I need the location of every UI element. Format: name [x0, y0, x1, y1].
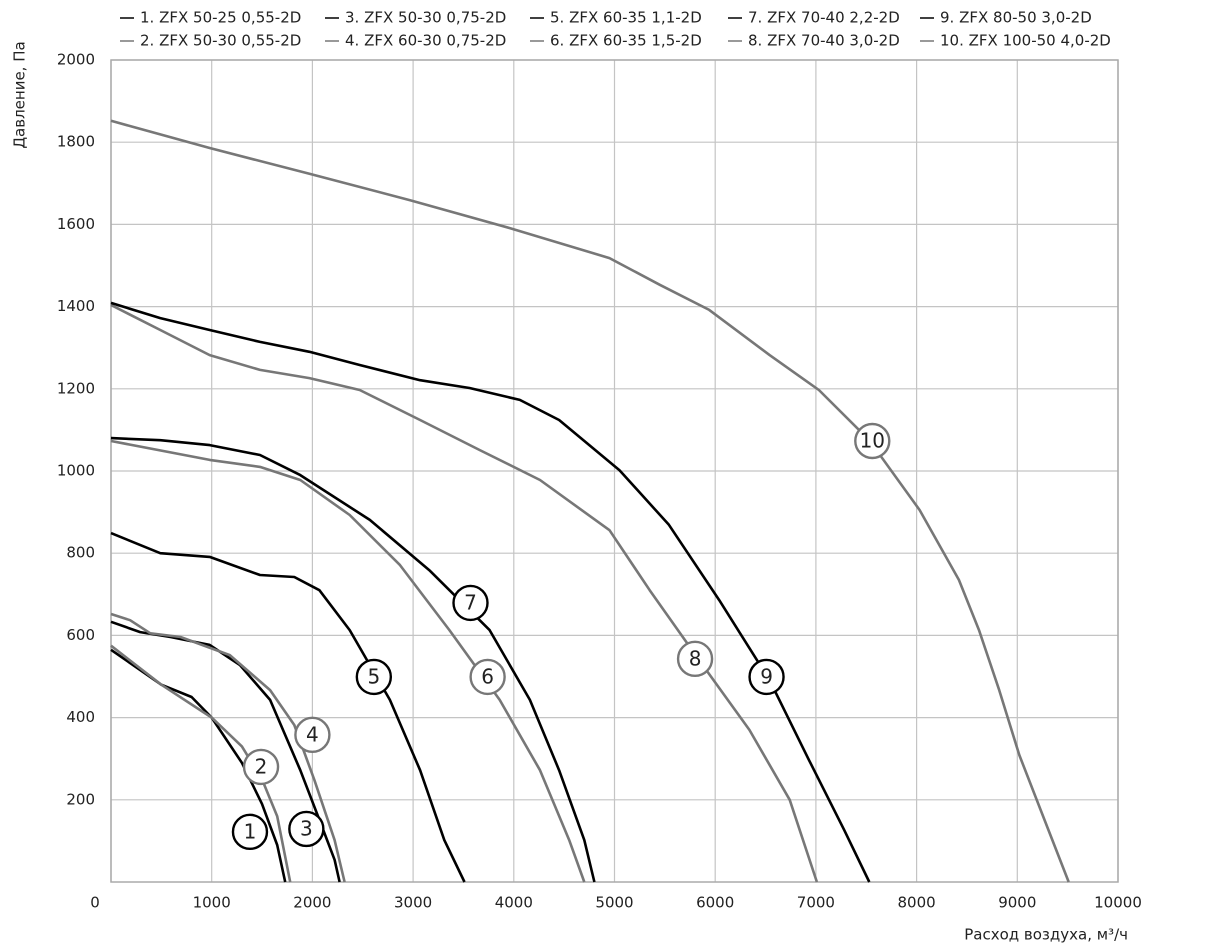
legend-label: 3. ZFX 50-30 0,75-2D [345, 9, 506, 27]
curve-label-circle [288, 810, 325, 848]
y-tick-label: 1200 [57, 379, 95, 397]
curve-label: 4 [306, 722, 319, 746]
legend-label: 1. ZFX 50-25 0,55-2D [140, 9, 301, 27]
legend-label: 8. ZFX 70-40 3,0-2D [748, 32, 900, 50]
x-tick-label: 0 [90, 894, 100, 912]
y-axis-title: Давление, Па [11, 41, 29, 148]
y-tick-label: 1800 [57, 133, 95, 151]
curve-label-circle [242, 748, 280, 786]
curve-label-circle [231, 813, 269, 851]
x-tick-label: 10000 [1094, 894, 1142, 912]
curve-label: 8 [689, 646, 702, 670]
legend-label: 2. ZFX 50-30 0,55-2D [140, 32, 301, 50]
curve-label: 7 [464, 590, 477, 614]
y-tick-label: 200 [66, 790, 95, 808]
y-tick-label: 1400 [57, 297, 95, 315]
curve-label-circle [469, 658, 506, 696]
series-line [110, 439, 586, 883]
x-tick-label: 8000 [898, 894, 936, 912]
y-tick-label: 400 [66, 708, 95, 726]
curve-label: 3 [300, 816, 313, 840]
series-line [110, 436, 596, 883]
series-line [110, 612, 346, 883]
curve-label-circle [676, 640, 714, 678]
curve-label: 2 [255, 754, 268, 778]
curve-label: 9 [760, 664, 773, 688]
legend-label: 7. ZFX 70-40 2,2-2D [748, 9, 900, 27]
legend-label: 6. ZFX 60-35 1,5-2D [550, 32, 702, 50]
y-tick-label: 600 [66, 626, 95, 644]
curve-label-circle [355, 658, 393, 696]
legend-label: 10. ZFX 100-50 4,0-2D [940, 32, 1111, 50]
curve-label: 1 [244, 819, 257, 843]
curve-label-circle [452, 584, 489, 622]
series-line [110, 301, 871, 883]
series-line [110, 531, 466, 883]
series-line [110, 644, 292, 883]
curve-label-circle [854, 422, 891, 460]
legend-label: 9. ZFX 80-50 3,0-2D [940, 9, 1092, 27]
x-tick-label: 6000 [696, 894, 734, 912]
curve-label: 10 [860, 428, 885, 452]
x-axis-title: Расход воздуха, м³/ч [964, 926, 1128, 944]
y-tick-label: 2000 [57, 51, 95, 69]
x-tick-label: 5000 [595, 894, 633, 912]
curve-label: 6 [481, 664, 494, 688]
x-tick-label: 4000 [495, 894, 533, 912]
y-tick-label: 800 [66, 544, 95, 562]
series-line [110, 303, 819, 883]
x-tick-label: 3000 [394, 894, 432, 912]
y-tick-label: 1600 [57, 215, 95, 233]
curve-label: 5 [367, 664, 380, 688]
legend-label: 5. ZFX 60-35 1,1-2D [550, 9, 702, 27]
x-tick-label: 1000 [193, 894, 231, 912]
legend-label: 4. ZFX 60-30 0,75-2D [345, 32, 506, 50]
x-tick-label: 7000 [797, 894, 835, 912]
curve-label-circle [748, 658, 785, 696]
plot-frame [110, 59, 1119, 883]
series-line [110, 119, 1070, 883]
x-tick-label: 9000 [998, 894, 1036, 912]
curve-label-circle [294, 716, 331, 754]
y-tick-label: 1000 [57, 462, 95, 480]
x-tick-label: 2000 [293, 894, 331, 912]
